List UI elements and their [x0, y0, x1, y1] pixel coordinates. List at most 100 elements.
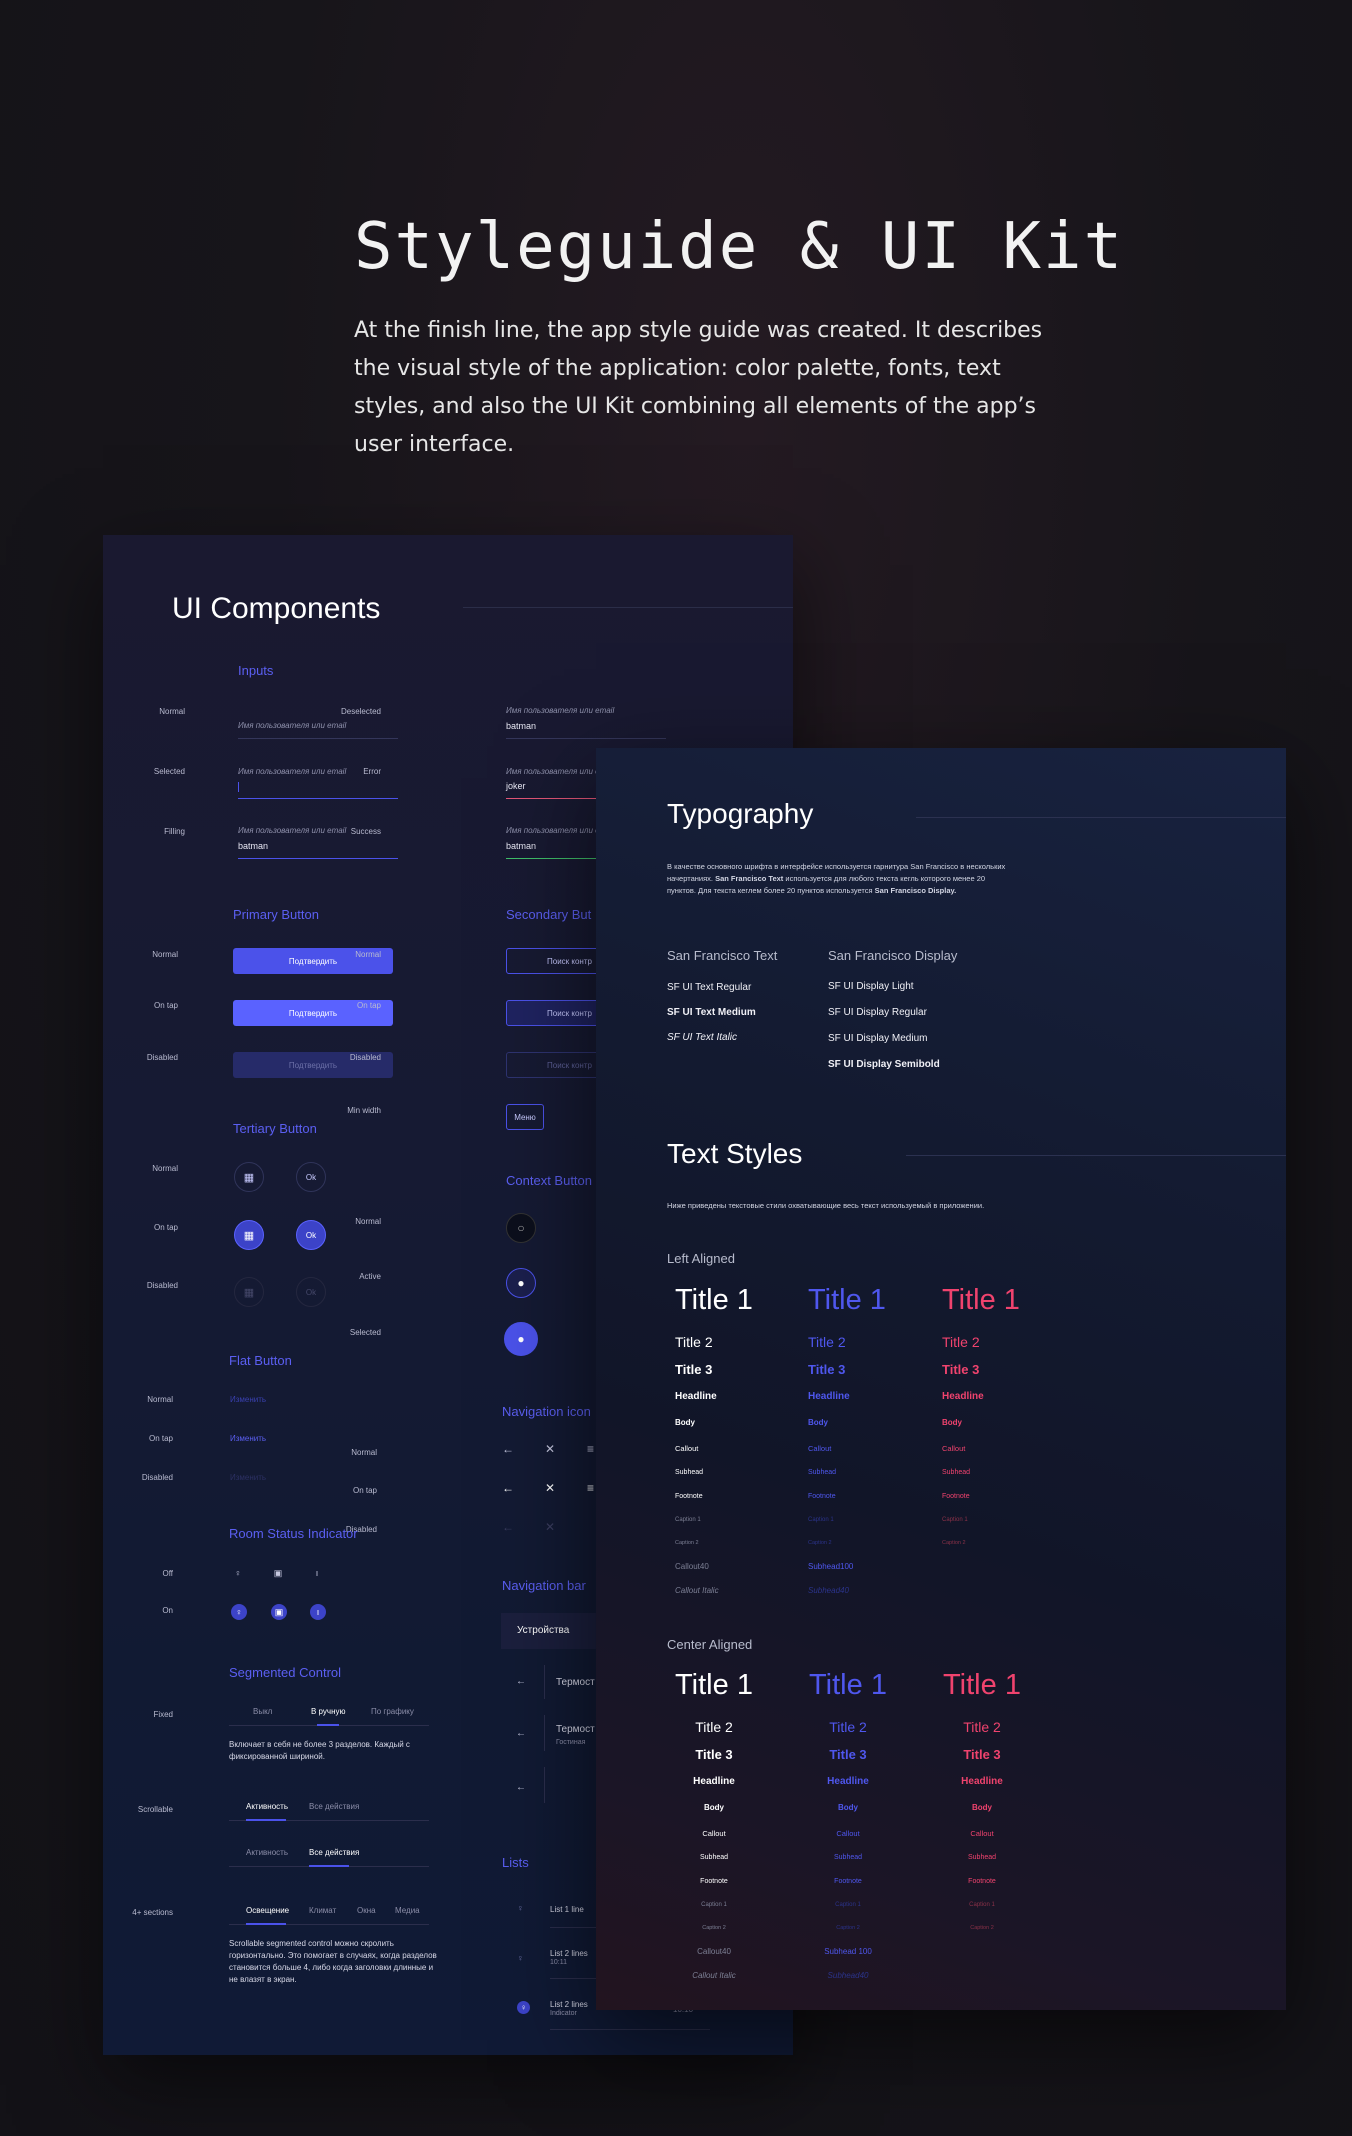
segment-windows[interactable]: Окна [357, 1906, 376, 1915]
bulb-context-button-active[interactable]: ● [506, 1268, 536, 1298]
text-style-sample: Callout Italic [675, 1586, 719, 1595]
text-style-sample: Title 3 [963, 1747, 1001, 1762]
primary-button-disabled[interactable]: Подтвердить [233, 1052, 393, 1078]
back-arrow-icon[interactable]: ← [502, 1520, 514, 1534]
username-input-selected[interactable] [238, 798, 398, 799]
button-state-label: On tap [153, 1001, 178, 1010]
input-value: joker [506, 781, 526, 791]
nav-row-subtitle: Гостиная [556, 1739, 586, 1746]
inputs-heading: Inputs [238, 663, 274, 678]
text-style-sample: Caption 1 [808, 1517, 834, 1523]
title-divider [916, 817, 1286, 818]
secondary-button-tap[interactable]: Поиск контр [506, 1000, 606, 1026]
primary-button-tap[interactable]: Подтвердить [233, 1000, 393, 1026]
button-state-label: Normal [147, 1395, 173, 1404]
calendar-tertiary-button[interactable]: ▦ [234, 1162, 264, 1192]
username-input-success[interactable] [506, 858, 666, 859]
thermometer-icon: ı [310, 1604, 326, 1620]
segment-off[interactable]: Выкл [253, 1707, 273, 1716]
back-arrow-icon[interactable]: ← [516, 1728, 526, 1739]
close-icon[interactable]: ✕ [545, 1520, 556, 1534]
text-styles-title: Text Styles [667, 1138, 803, 1169]
back-arrow-icon[interactable]: ← [502, 1481, 514, 1495]
text-style-sample: Subhead [675, 1469, 704, 1476]
page-description: At the finish line, the app style guide … [354, 318, 1043, 457]
secondary-button-heading: Secondary But [506, 907, 592, 922]
back-arrow-icon[interactable]: ← [516, 1782, 526, 1793]
bulb-context-button-selected[interactable]: ● [504, 1322, 538, 1356]
username-input-error[interactable] [506, 798, 666, 799]
flat-button-heading: Flat Button [229, 1353, 292, 1368]
edit-flat-button[interactable]: Изменить [230, 1395, 267, 1404]
text-style-sample: Headline [827, 1776, 869, 1787]
segment-schedule[interactable]: По графику [371, 1707, 414, 1716]
segment-activity[interactable]: Активность [246, 1848, 289, 1857]
page-title: Styleguide & UI Kit [354, 210, 1125, 284]
bulb-icon: ● [517, 1276, 525, 1290]
calendar-icon: ▦ [243, 1171, 255, 1184]
font-style: SF UI Text Italic [667, 1032, 738, 1043]
segment-manual[interactable]: В ручную [311, 1707, 346, 1716]
text-style-sample: Headline [961, 1776, 1003, 1787]
text-style-sample: Footnote [808, 1493, 836, 1500]
thermometer-icon: ı [315, 1568, 319, 1578]
bulb-on-icon: ♀ [517, 2001, 530, 2014]
segment-climate[interactable]: Климат [309, 1906, 337, 1915]
bulb-off-icon: ♀ [517, 1903, 524, 1913]
text-style-sample: Title 2 [695, 1719, 733, 1735]
divider [544, 1767, 545, 1803]
text-style-sample: Title 2 [942, 1334, 980, 1350]
segment-media[interactable]: Медиа [395, 1906, 420, 1915]
ok-tertiary-button-disabled[interactable]: Ok [296, 1277, 326, 1307]
text-style-sample: Title 2 [963, 1719, 1001, 1735]
calendar-tertiary-button-disabled[interactable]: ▦ [234, 1277, 264, 1307]
room-status-state-label: Off [162, 1569, 173, 1578]
back-arrow-icon[interactable]: ← [516, 1676, 526, 1687]
back-arrow-icon[interactable]: ← [502, 1442, 514, 1456]
segment-activity[interactable]: Активность [246, 1802, 289, 1811]
segment-type-label: Scrollable [137, 1805, 173, 1814]
list-item-sub: Indicator [550, 2010, 577, 2017]
ok-tertiary-button-tap[interactable]: Ok [296, 1220, 326, 1250]
text-style-sample: Subhead40 [808, 1586, 849, 1595]
text-style-sample: Caption 2 [808, 1540, 832, 1546]
segment-lighting[interactable]: Освещение [246, 1906, 290, 1915]
segment-all-actions[interactable]: Все действия [309, 1802, 360, 1811]
bulb-icon: ♀ [234, 1568, 242, 1578]
segment-indicator [317, 1724, 339, 1726]
text-style-sample: Caption 2 [702, 1925, 726, 1931]
text-style-sample: Title 3 [808, 1362, 846, 1377]
close-icon[interactable]: ✕ [545, 1442, 556, 1456]
tertiary-button-heading: Tertiary Button [233, 1121, 317, 1136]
ok-tertiary-button[interactable]: Ok [296, 1162, 326, 1192]
menu-button-min-width[interactable]: Меню [506, 1104, 544, 1130]
list-item[interactable]: List 2 lines [550, 2000, 588, 2009]
edit-flat-button-tap[interactable]: Изменить [230, 1434, 267, 1443]
title-divider [906, 1155, 1286, 1156]
username-input-filling[interactable] [238, 858, 398, 859]
text-style-sample: Subhead [942, 1469, 971, 1476]
menu-icon[interactable]: ≡ [587, 1481, 595, 1495]
menu-icon[interactable]: ≡ [587, 1442, 595, 1456]
username-input-deselected[interactable] [506, 738, 666, 739]
primary-button-normal[interactable]: Подтвердить [233, 948, 393, 974]
text-style-sample: Headline [693, 1776, 735, 1787]
button-state-label: Selected [349, 1328, 381, 1337]
segment-all-actions[interactable]: Все действия [309, 1848, 360, 1857]
list-item[interactable]: List 1 line [550, 1905, 584, 1914]
list-item[interactable]: List 2 lines [550, 1949, 588, 1958]
username-input-normal[interactable] [238, 738, 398, 739]
secondary-button-normal[interactable]: Поиск контр [506, 948, 606, 974]
text-style-sample: Caption 1 [835, 1902, 861, 1908]
edit-flat-button-disabled[interactable]: Изменить [230, 1473, 267, 1482]
divider [544, 1665, 545, 1699]
text-style-sample: Subhead100 [808, 1562, 854, 1571]
calendar-tertiary-button-tap[interactable]: ▦ [234, 1220, 264, 1250]
text-style-sample: Subhead [833, 1854, 863, 1861]
nav-row-title: Термост [556, 1724, 595, 1735]
nav-state-label: On tap [352, 1486, 377, 1495]
secondary-button-disabled[interactable]: Поиск контр [506, 1052, 606, 1078]
bulb-context-button[interactable]: ○ [506, 1213, 536, 1243]
nav-state-label: Normal [351, 1448, 377, 1457]
close-icon[interactable]: ✕ [545, 1481, 556, 1495]
